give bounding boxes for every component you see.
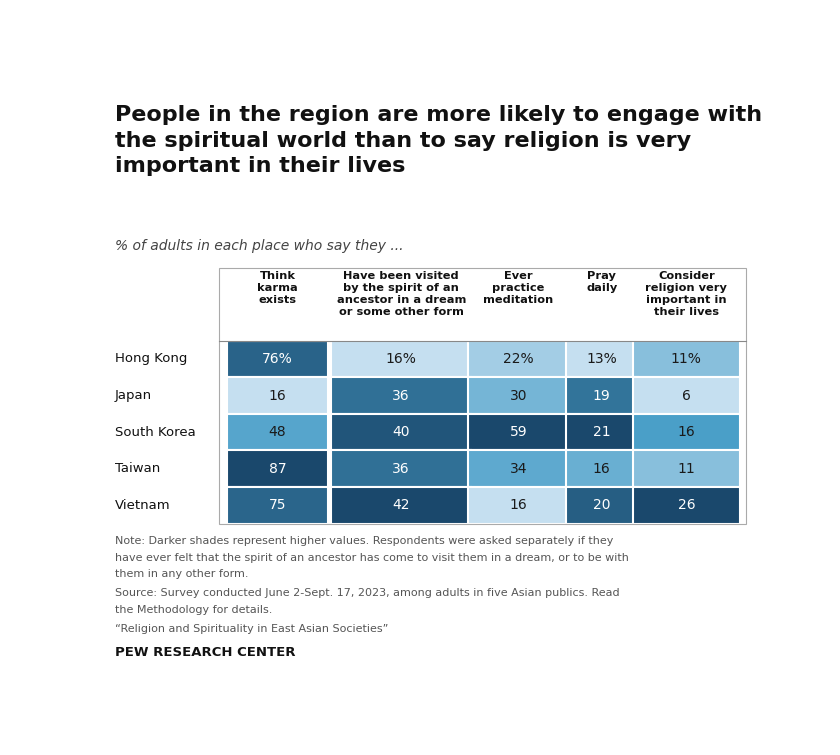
Bar (633, 341, 740, 378)
Text: 11%: 11% (671, 352, 701, 366)
Text: Hong Kong: Hong Kong (115, 353, 187, 365)
Bar (633, 451, 740, 487)
Bar (227, 451, 328, 487)
Bar (468, 487, 569, 524)
Text: 16%: 16% (386, 352, 417, 366)
Text: 34: 34 (510, 462, 528, 476)
Text: 42: 42 (392, 498, 410, 513)
Bar (566, 451, 638, 487)
Bar (331, 451, 471, 487)
Text: the Methodology for details.: the Methodology for details. (115, 605, 272, 615)
Text: Japan: Japan (115, 389, 152, 402)
Bar (331, 414, 471, 451)
Bar (566, 414, 638, 451)
Text: 16: 16 (269, 389, 286, 402)
Text: Source: Survey conducted June 2-Sept. 17, 2023, among adults in five Asian publi: Source: Survey conducted June 2-Sept. 17… (115, 588, 619, 598)
Text: 16: 16 (678, 425, 696, 439)
Bar (331, 341, 471, 378)
Bar (566, 378, 638, 414)
Text: 16: 16 (593, 462, 611, 476)
Text: 19: 19 (593, 389, 611, 402)
Bar (227, 378, 328, 414)
Bar (468, 451, 569, 487)
Text: 36: 36 (392, 462, 410, 476)
Text: 40: 40 (392, 425, 410, 439)
Text: “Religion and Spirituality in East Asian Societies”: “Religion and Spirituality in East Asian… (115, 624, 388, 633)
Text: 11: 11 (678, 462, 696, 476)
Bar (633, 414, 740, 451)
Bar (219, 268, 746, 524)
Text: them in any other form.: them in any other form. (115, 569, 249, 579)
Bar (566, 487, 638, 524)
Text: 13%: 13% (586, 352, 617, 366)
Text: Taiwan: Taiwan (115, 462, 160, 475)
Text: South Korea: South Korea (115, 426, 196, 439)
Bar (468, 414, 569, 451)
Bar (566, 341, 638, 378)
Bar (331, 487, 471, 524)
Text: 21: 21 (593, 425, 611, 439)
Text: Think
karma
exists: Think karma exists (257, 271, 298, 305)
Text: 22%: 22% (503, 352, 533, 366)
Text: 76%: 76% (262, 352, 293, 366)
Bar (633, 378, 740, 414)
Text: % of adults in each place who say they ...: % of adults in each place who say they .… (115, 239, 403, 253)
Bar (227, 414, 328, 451)
Text: 36: 36 (392, 389, 410, 402)
Text: Note: Darker shades represent higher values. Respondents were asked separately i: Note: Darker shades represent higher val… (115, 537, 613, 547)
Text: 26: 26 (678, 498, 696, 513)
Text: Pray
daily: Pray daily (586, 271, 617, 293)
Text: have ever felt that the spirit of an ancestor has come to visit them in a dream,: have ever felt that the spirit of an anc… (115, 553, 628, 562)
Bar (331, 378, 471, 414)
Text: People in the region are more likely to engage with
the spiritual world than to : People in the region are more likely to … (115, 105, 762, 177)
Text: 48: 48 (269, 425, 286, 439)
Text: 6: 6 (682, 389, 690, 402)
Text: Have been visited
by the spirit of an
ancestor in a dream
or some other form: Have been visited by the spirit of an an… (337, 271, 466, 317)
Text: PEW RESEARCH CENTER: PEW RESEARCH CENTER (115, 646, 296, 659)
Bar (468, 378, 569, 414)
Bar (633, 487, 740, 524)
Text: 59: 59 (510, 425, 528, 439)
Text: 20: 20 (593, 498, 611, 513)
Text: 75: 75 (269, 498, 286, 513)
Text: Ever
practice
meditation: Ever practice meditation (483, 271, 554, 305)
Bar (468, 341, 569, 378)
Text: 30: 30 (510, 389, 528, 402)
Text: 87: 87 (269, 462, 286, 476)
Text: Consider
religion very
important in
their lives: Consider religion very important in thei… (645, 271, 727, 317)
Bar (227, 487, 328, 524)
Text: Vietnam: Vietnam (115, 499, 171, 512)
Text: 16: 16 (510, 498, 528, 513)
Bar (227, 341, 328, 378)
